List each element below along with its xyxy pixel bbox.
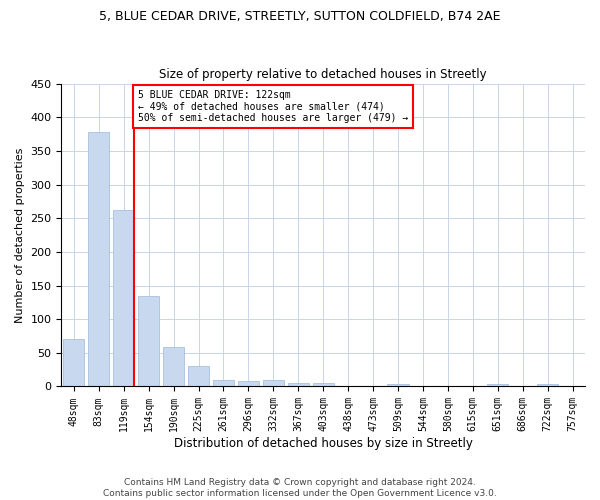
Bar: [213, 380, 234, 386]
Text: Contains HM Land Registry data © Crown copyright and database right 2024.
Contai: Contains HM Land Registry data © Crown c…: [103, 478, 497, 498]
Bar: [163, 348, 184, 387]
Bar: [188, 366, 209, 386]
Bar: [313, 383, 334, 386]
Title: Size of property relative to detached houses in Streetly: Size of property relative to detached ho…: [160, 68, 487, 81]
Bar: [263, 380, 284, 386]
Y-axis label: Number of detached properties: Number of detached properties: [15, 148, 25, 322]
Bar: [388, 384, 409, 386]
Bar: [113, 210, 134, 386]
Bar: [88, 132, 109, 386]
Text: 5 BLUE CEDAR DRIVE: 122sqm
← 49% of detached houses are smaller (474)
50% of sem: 5 BLUE CEDAR DRIVE: 122sqm ← 49% of deta…: [138, 90, 409, 124]
Bar: [138, 296, 159, 386]
Bar: [287, 383, 309, 386]
Text: 5, BLUE CEDAR DRIVE, STREETLY, SUTTON COLDFIELD, B74 2AE: 5, BLUE CEDAR DRIVE, STREETLY, SUTTON CO…: [99, 10, 501, 23]
Bar: [537, 384, 558, 386]
Bar: [238, 381, 259, 386]
X-axis label: Distribution of detached houses by size in Streetly: Distribution of detached houses by size …: [174, 437, 473, 450]
Bar: [487, 384, 508, 386]
Bar: [63, 340, 85, 386]
